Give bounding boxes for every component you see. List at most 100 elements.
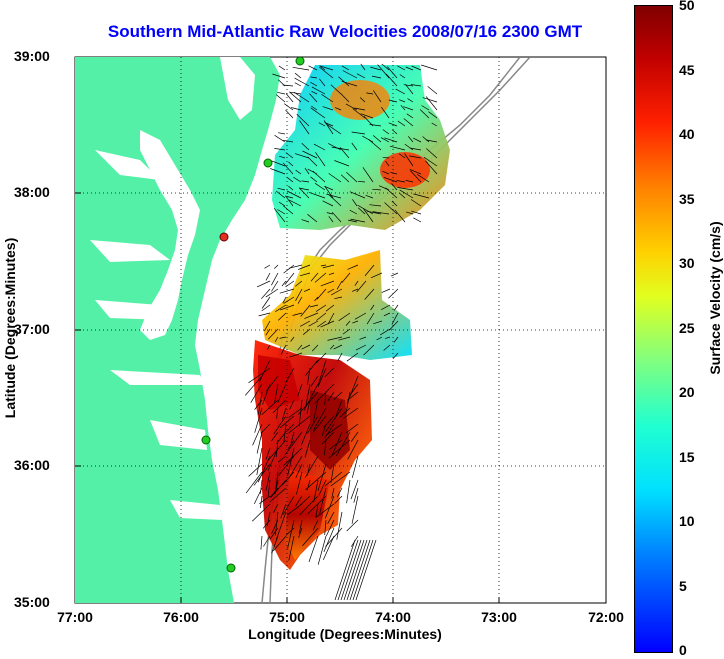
velocity-arrow bbox=[289, 91, 302, 103]
velocity-arrow bbox=[405, 84, 414, 95]
velocity-arrow bbox=[372, 135, 382, 143]
velocity-arrow bbox=[313, 479, 319, 502]
velocity-arrow bbox=[321, 423, 327, 437]
velocity-arrow bbox=[341, 272, 351, 283]
velocity-arrow bbox=[381, 304, 391, 311]
velocity-arrow bbox=[277, 91, 286, 95]
velocity-arrow bbox=[426, 148, 438, 159]
velocity-arrow bbox=[310, 107, 326, 119]
velocity-arrow bbox=[395, 88, 406, 95]
velocity-arrow bbox=[270, 487, 279, 498]
velocity-arrow bbox=[315, 152, 326, 167]
velocity-arrow bbox=[356, 73, 366, 79]
velocity-arrow bbox=[333, 391, 343, 400]
velocity-arrow bbox=[340, 539, 362, 601]
velocity-arrow bbox=[317, 535, 327, 565]
velocity-arrow bbox=[352, 108, 366, 119]
velocity-arrow bbox=[292, 312, 303, 316]
velocity-arrow bbox=[258, 312, 271, 317]
velocity-arrow bbox=[411, 210, 422, 215]
velocity-arrow bbox=[390, 171, 398, 175]
velocity-arrow bbox=[298, 527, 303, 538]
river-inlet bbox=[90, 240, 170, 262]
velocity-arrow bbox=[253, 463, 271, 486]
velocity-arrow bbox=[301, 344, 311, 350]
velocity-arrow bbox=[267, 328, 279, 340]
velocity-hotspot bbox=[380, 152, 430, 188]
velocity-arrow bbox=[373, 320, 383, 325]
velocity-arrow bbox=[314, 182, 326, 191]
velocity-arrow bbox=[431, 122, 438, 127]
velocity-arrow bbox=[275, 94, 286, 103]
velocity-arrow bbox=[285, 93, 294, 103]
velocity-arrow bbox=[283, 447, 303, 466]
velocity-arrow bbox=[276, 190, 286, 199]
chesapeake-bay bbox=[140, 130, 200, 340]
velocity-arrow bbox=[324, 185, 334, 191]
velocity-arrow bbox=[254, 399, 263, 410]
velocity-arrow bbox=[312, 407, 327, 431]
velocity-arrow bbox=[364, 264, 375, 277]
velocity-arrow bbox=[345, 103, 358, 111]
y-axis-label: Latitude (Degrees:Minutes) bbox=[2, 237, 18, 419]
colorbar-tick-label: 0 bbox=[679, 642, 687, 658]
velocity-arrow bbox=[260, 423, 271, 434]
velocity-arrow bbox=[423, 156, 438, 167]
velocity-arrow bbox=[346, 171, 358, 183]
velocity-arrow bbox=[284, 367, 295, 384]
velocity-arrow bbox=[260, 535, 263, 550]
velocity-arrow bbox=[315, 503, 335, 518]
colorbar-tick-label: 25 bbox=[679, 320, 695, 336]
velocity-arrow bbox=[308, 320, 319, 327]
velocity-arrow bbox=[427, 86, 438, 95]
velocity-arrow bbox=[350, 431, 359, 442]
velocity-arrow bbox=[345, 423, 359, 434]
velocity-arrow bbox=[363, 344, 375, 356]
velocity-arrow bbox=[351, 495, 359, 524]
velocity-arrow bbox=[289, 399, 295, 410]
velocity-arrow bbox=[343, 539, 365, 601]
velocity-arrow bbox=[351, 142, 358, 151]
velocity-arrow bbox=[288, 535, 295, 561]
velocity-arrow bbox=[317, 367, 327, 387]
velocity-arrow bbox=[325, 304, 335, 312]
velocity-arrow bbox=[277, 209, 286, 215]
velocity-arrow bbox=[286, 176, 294, 183]
velocity-arrow bbox=[299, 120, 310, 135]
velocity-arrow bbox=[393, 336, 399, 343]
velocity-arrow bbox=[261, 304, 271, 312]
velocity-arrow bbox=[368, 139, 382, 151]
velocity-arrow bbox=[256, 447, 263, 475]
velocity-arrow bbox=[308, 535, 319, 563]
velocity-arrow bbox=[391, 312, 399, 325]
velocity-arrow bbox=[271, 519, 279, 535]
velocity-arrow bbox=[348, 219, 358, 223]
y-tick-label: 36:00 bbox=[14, 457, 50, 473]
velocity-arrow bbox=[380, 137, 390, 143]
velocity-arrow bbox=[277, 312, 287, 321]
velocity-arrow bbox=[301, 143, 310, 151]
velocity-arrow bbox=[322, 535, 335, 561]
velocity-arrow bbox=[331, 487, 335, 499]
velocity-arrow bbox=[287, 439, 295, 449]
velocity-arrow bbox=[390, 272, 399, 277]
velocity-arrow bbox=[303, 383, 319, 411]
velocity-arrow bbox=[399, 192, 406, 199]
velocity-arrow bbox=[369, 204, 382, 207]
velocity-arrow bbox=[296, 113, 310, 127]
velocity-arrow bbox=[281, 280, 287, 287]
velocity-arrow bbox=[262, 519, 271, 529]
velocity-arrow bbox=[382, 156, 390, 159]
velocity-arrow bbox=[295, 169, 302, 175]
velocity-arrow bbox=[336, 280, 343, 290]
velocity-arrow bbox=[352, 320, 359, 324]
sound-water bbox=[170, 500, 222, 520]
velocity-arrow bbox=[349, 539, 371, 601]
velocity-arrow bbox=[287, 519, 295, 549]
velocity-arrow bbox=[313, 415, 327, 433]
velocity-arrow bbox=[310, 176, 318, 183]
velocity-arrow bbox=[275, 439, 279, 458]
velocity-arrow bbox=[393, 304, 399, 311]
velocity-arrow bbox=[319, 66, 334, 79]
velocity-arrow bbox=[298, 399, 303, 427]
